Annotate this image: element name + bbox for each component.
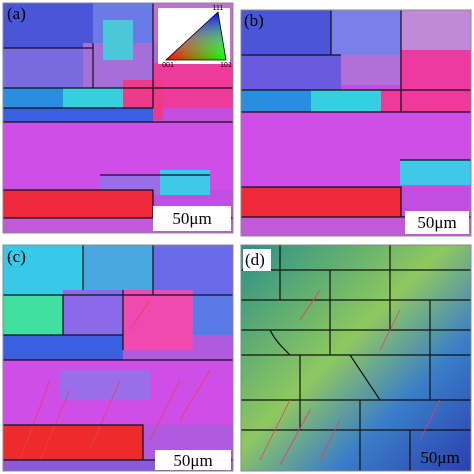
panel-frame <box>2 2 234 234</box>
scale-bar-label: 50μm <box>173 451 212 470</box>
ebsd-map-b <box>241 10 471 236</box>
scale-bar-box <box>153 206 231 231</box>
ipf-legend: 111 001 101 <box>158 5 232 69</box>
panel-frame <box>240 244 472 472</box>
panel-frame <box>2 244 234 472</box>
panel-frame <box>240 9 472 237</box>
panel-label: (b) <box>244 11 264 30</box>
ebsd-map-c <box>3 245 233 471</box>
panel-label: (c) <box>7 247 26 266</box>
label-box <box>243 249 271 271</box>
scale-bar-box <box>405 211 469 234</box>
panel-label: (d) <box>245 250 265 269</box>
ipf-right-label: 101 <box>220 62 232 69</box>
scale-bar-label: 50μm <box>417 213 456 232</box>
scale-bar-label: 50μm <box>420 448 459 467</box>
ipf-top-label: 111 <box>213 5 224 12</box>
scale-bar-box <box>155 450 231 470</box>
scale-bar-label: 50μm <box>172 209 211 228</box>
panel-label: (a) <box>7 4 26 23</box>
ipf-left-label: 001 <box>162 62 174 69</box>
kam-map-d <box>241 245 471 471</box>
